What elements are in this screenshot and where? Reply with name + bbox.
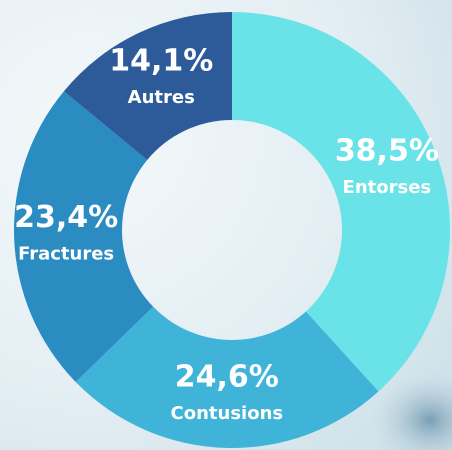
page: {"chart_data": {"type": "donut", "catego… <box>0 0 452 450</box>
chart: 38,5% Entorses 24,6% Contusions 23,4% Fractur… <box>0 0 452 450</box>
value-label: 38,5% <box>335 134 439 169</box>
category-label: Contusions <box>171 403 284 424</box>
category-label: Entorses <box>343 177 432 198</box>
donut-slice <box>232 12 450 391</box>
value-label: 23,4% <box>14 200 118 235</box>
value-label: 24,6% <box>175 359 279 394</box>
category-label: Fractures <box>18 244 114 265</box>
category-label: Autres <box>128 87 195 108</box>
value-label: 14,1% <box>109 43 213 78</box>
